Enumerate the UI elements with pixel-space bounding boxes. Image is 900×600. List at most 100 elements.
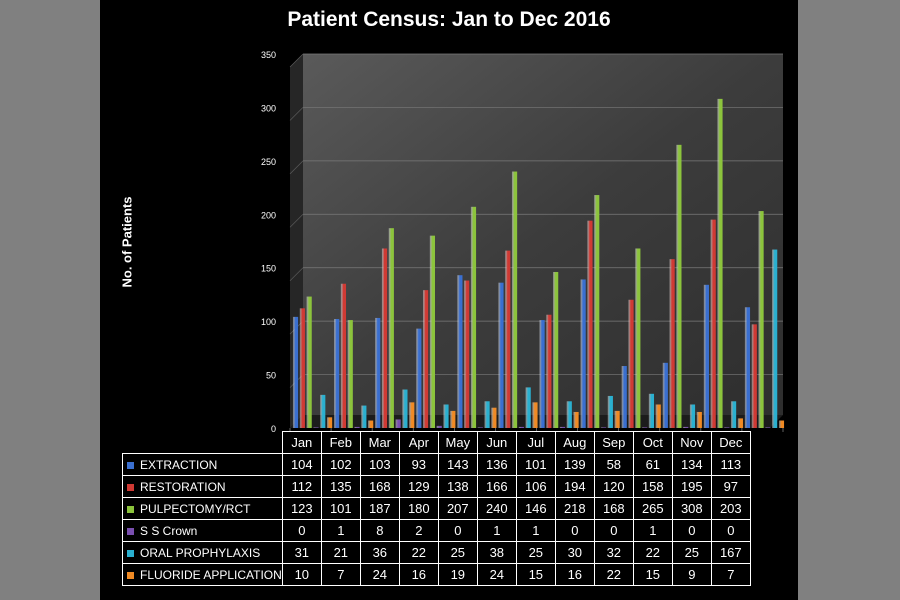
x-tick-label: Dec	[710, 431, 751, 454]
data-label: 1	[476, 519, 517, 542]
bar	[559, 426, 566, 428]
legend-label: EXTRACTION	[140, 457, 218, 472]
gridline-side	[289, 214, 304, 228]
data-label: 16	[554, 563, 595, 586]
data-label: 22	[398, 541, 439, 564]
data-label: 30	[554, 541, 595, 564]
data-label: 0	[671, 519, 712, 542]
x-tick-label: Jun	[476, 431, 517, 454]
bar	[683, 426, 689, 428]
data-label: 7	[320, 563, 361, 586]
data-label: 143	[437, 453, 478, 476]
bar	[416, 328, 422, 428]
data-label: 36	[359, 541, 400, 564]
data-label: 120	[593, 475, 634, 498]
table-row: S S Crown 0 1 8 2 0 1 1 0 0 1 0 0	[122, 519, 751, 542]
bar	[525, 387, 531, 428]
bar	[375, 317, 381, 428]
bar	[299, 308, 305, 428]
bar	[696, 411, 702, 428]
bar	[546, 314, 552, 428]
bar	[580, 279, 586, 428]
data-label: 21	[320, 541, 361, 564]
gridline-side	[289, 107, 304, 121]
bar	[457, 275, 463, 428]
bar	[676, 144, 682, 429]
bar	[395, 419, 401, 428]
legend-label: RESTORATION	[140, 479, 226, 494]
data-label: 58	[593, 453, 634, 476]
bar	[313, 427, 319, 428]
data-table: Jan Feb Mar Apr May Jun Jul Aug Sep Oct Nov Dec EXTR…	[122, 431, 751, 586]
data-label: 1	[515, 519, 556, 542]
data-label: 134	[671, 453, 712, 476]
table-corner	[122, 431, 283, 454]
data-label: 168	[359, 475, 400, 498]
bar	[662, 362, 668, 428]
legend-entry: PULPECTOMY/RCT	[122, 497, 283, 520]
bar	[505, 250, 511, 428]
bar	[655, 404, 661, 428]
y-tick-label: 100	[261, 317, 276, 327]
x-tick-label: Feb	[320, 431, 361, 454]
data-label: 15	[515, 563, 556, 586]
y-tick-label: 150	[261, 264, 276, 274]
bar	[381, 248, 388, 428]
x-tick-label: Jan	[281, 431, 322, 454]
bar	[772, 249, 778, 428]
data-label: 32	[593, 541, 634, 564]
data-label: 180	[398, 497, 439, 520]
legend-label: S S Crown	[140, 523, 198, 538]
bar	[326, 417, 333, 428]
bar	[402, 389, 408, 428]
chart-title: Patient Census: Jan to Dec 2016	[287, 8, 611, 31]
y-tick-label: 350	[261, 50, 276, 60]
bar	[635, 248, 641, 428]
legend-entry: RESTORATION	[122, 475, 283, 498]
bar	[669, 259, 675, 428]
bar	[758, 211, 764, 428]
data-label: 146	[515, 497, 556, 520]
bar	[306, 296, 312, 428]
bar	[710, 219, 716, 428]
table-header-row: Jan Feb Mar Apr May Jun Jul Aug Sep Oct Nov Dec	[122, 431, 751, 454]
legend-label: PULPECTOMY/RCT	[140, 501, 251, 516]
data-label: 25	[437, 541, 478, 564]
bar	[573, 411, 579, 428]
data-label: 203	[710, 497, 751, 520]
data-label: 16	[398, 563, 439, 586]
data-label: 1	[320, 519, 361, 542]
data-label: 167	[710, 541, 751, 564]
bar	[422, 290, 429, 428]
bar	[553, 271, 559, 428]
data-label: 113	[710, 453, 751, 476]
data-label: 207	[437, 497, 478, 520]
data-label: 138	[437, 475, 478, 498]
x-tick-label: Jul	[515, 431, 556, 454]
data-label: 195	[671, 475, 712, 498]
bar	[724, 427, 730, 428]
data-label: 1	[632, 519, 673, 542]
data-label: 7	[710, 563, 751, 586]
bar	[450, 410, 456, 428]
data-label: 265	[632, 497, 673, 520]
table-row: ORAL PROPHYLAXIS 31 21 36 22 25 38 25 30 32 22 25 16…	[122, 541, 751, 564]
data-label: 25	[515, 541, 556, 564]
y-tick-label: 0	[271, 424, 276, 434]
data-label: 24	[359, 563, 400, 586]
bar	[409, 402, 415, 428]
bar	[464, 280, 470, 428]
data-label: 61	[632, 453, 673, 476]
data-label: 103	[359, 453, 400, 476]
x-tick-label: Apr	[398, 431, 439, 454]
bar	[511, 171, 518, 429]
x-tick-label: Oct	[632, 431, 673, 454]
data-label: 0	[281, 519, 322, 542]
data-label: 139	[554, 453, 595, 476]
bar	[751, 324, 757, 428]
legend-swatch	[127, 505, 134, 513]
data-label: 9	[671, 563, 712, 586]
bar	[539, 320, 545, 428]
data-label: 2	[398, 519, 439, 542]
bar	[470, 206, 477, 428]
